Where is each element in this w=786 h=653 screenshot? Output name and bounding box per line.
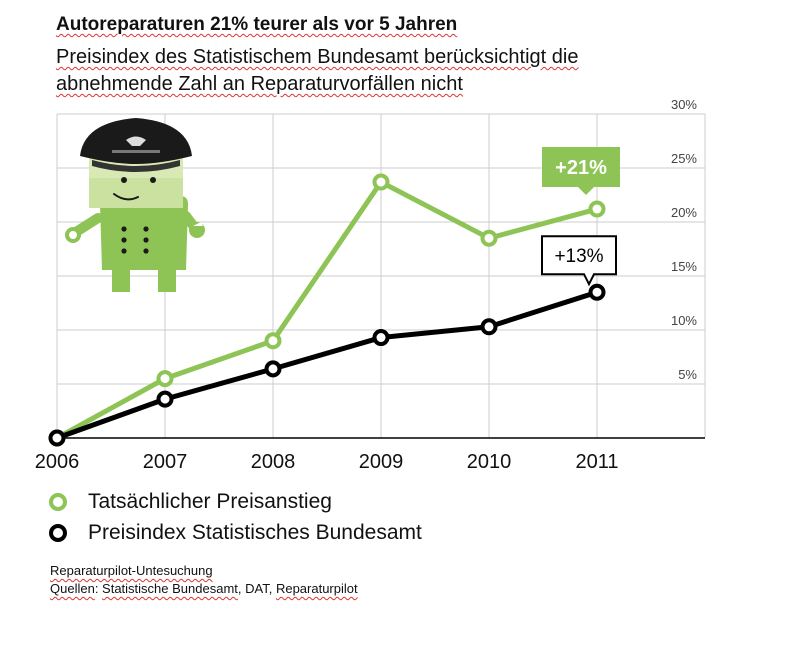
legend-label-index: Preisindex Statistisches Bundesamt [88,520,422,544]
data-point-0-2 [264,332,282,350]
y-tick-label: 15% [671,259,697,274]
chart-subtitle: Preisindex des Statistischem Bundesamt b… [56,44,676,98]
x-tick-label: 2011 [575,451,618,473]
x-tick-label: 2006 [35,451,80,473]
legend: Tatsächlicher Preisanstieg Preisindex St… [44,486,422,548]
data-point-1-4 [480,318,498,336]
source-quellen: Quellen [50,581,95,596]
chart-title: Autoreparaturen 21% teurer als vor 5 Jah… [56,14,458,35]
x-tick-label: 2007 [143,451,188,473]
data-point-1-1 [156,390,174,408]
annotation-box-green [542,147,620,196]
data-point-1-0 [48,429,66,447]
x-tick-label: 2009 [359,451,404,473]
annotation-label-black: +13% [554,246,603,267]
series-lines [55,179,598,441]
source-note: Reparaturpilot-Untesuchung Quellen: Stat… [50,562,358,598]
y-tick-label: 5% [678,367,697,382]
annotations: +21% +13% [541,147,620,287]
legend-item-actual: Tatsächlicher Preisanstieg [44,486,422,517]
series-line-0 [55,179,598,441]
y-tick-label: 30% [671,97,697,112]
legend-item-index: Preisindex Statistisches Bundesamt [44,517,422,548]
legend-label-actual: Tatsächlicher Preisanstieg [88,489,332,513]
legend-marker-green-icon [49,492,67,511]
source-reparaturpilot: Reparaturpilot [275,581,358,596]
source-line-1: Reparaturpilot-Untesuchung [50,563,213,578]
x-tick-label: 2008 [251,451,296,473]
y-axis-labels: 5% 10% 15% 20% 25% 30% [671,97,697,382]
annotation-box-black [541,235,617,287]
data-point-0-3 [372,173,390,191]
data-point-0-5 [588,200,606,218]
data-point-1-2 [264,360,282,378]
y-tick-label: 10% [671,313,697,328]
series-line-1 [56,289,598,441]
source-dat: , DAT, [237,581,276,596]
x-tick-label: 2010 [467,451,512,473]
data-point-1-5 [588,283,606,301]
annotation-label-green: +21% [555,157,607,179]
series-points [48,173,606,447]
subtitle-line-1: Preisindex des Statistischem Bundesamt b… [56,46,579,68]
source-destatis: Statistische Bundesamt [102,581,238,596]
mechanic-mascot-icon [65,118,205,292]
legend-marker-black-icon [49,523,67,542]
y-tick-label: 25% [671,151,697,166]
data-point-0-1 [156,370,174,388]
source-colon: : [94,581,103,596]
data-point-1-3 [372,329,390,347]
x-axis-labels: 2006 2007 2008 2009 2010 2011 [35,451,619,473]
data-point-0-4 [480,229,498,247]
y-tick-label: 20% [671,205,697,220]
subtitle-line-2: abnehmende Zahl an Reparaturvorfällen ni… [56,73,463,95]
